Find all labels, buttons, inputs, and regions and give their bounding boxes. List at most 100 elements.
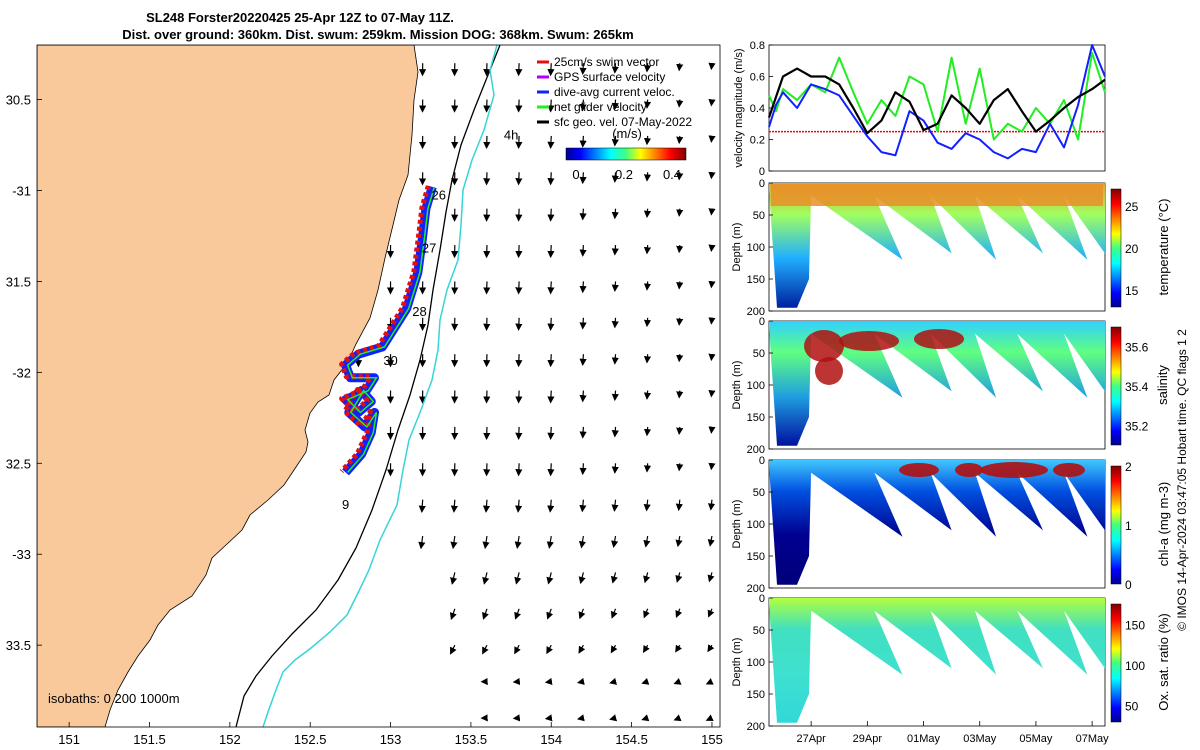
track-day-label: 28 [412, 304, 426, 319]
velocity-arrow [482, 499, 491, 513]
section-colorbar-label: Ox. sat. ratio (%) [1156, 613, 1171, 711]
velocity-ytick-label: 0.4 [750, 103, 765, 115]
depth-tick-label: 100 [747, 380, 765, 392]
isobath-200 [235, 45, 501, 727]
map-panel: 151 151.5 152 152.5 153 153.5 154 154.5 155 30.5 -… [6, 44, 723, 747]
velocity-arrow [676, 208, 684, 217]
velocity-arrow [579, 208, 587, 221]
section-field [769, 321, 1105, 446]
velocity-arrow [515, 63, 523, 77]
velocity-arrow [610, 572, 618, 584]
legend-label: GPS surface velocity [554, 70, 665, 84]
map-ytick-label: 31.5 [6, 274, 31, 289]
velocity-arrow [546, 572, 554, 585]
velocity-arrow [643, 135, 652, 146]
map-xtick-label: 151.5 [133, 732, 166, 747]
velocity-series-line [767, 67, 1106, 135]
velocity-arrow [609, 714, 618, 722]
velocity-arrow [611, 426, 619, 438]
legend-label: net glider velocity [554, 100, 647, 114]
velocity-arrow [611, 63, 619, 74]
colorbar-tick-label: 0 [1125, 578, 1132, 592]
velocity-arrow [579, 354, 587, 366]
velocity-arrow [579, 499, 587, 513]
legend-label: sfc geo. vel. 07-May-2022 [554, 115, 692, 129]
velocity-arrow [610, 644, 618, 654]
velocity-arrow [708, 62, 716, 71]
depth-tick-label: 200 [747, 583, 765, 595]
velocity-arrow [705, 714, 714, 722]
velocity-arrow [576, 677, 585, 685]
velocity-arrow [482, 608, 489, 620]
colorbar [565, 147, 687, 161]
velocity-arrow [611, 172, 619, 183]
velocity-arrow [515, 135, 523, 150]
velocity-arrow [515, 99, 523, 113]
velocity-arrow [675, 644, 683, 653]
velocity-arrow [544, 677, 553, 685]
section-field [769, 598, 1105, 723]
velocity-arrow [643, 172, 652, 182]
velocity-arrow [579, 245, 587, 257]
velocity-arrow [609, 677, 618, 685]
velocity-arrow [544, 714, 553, 722]
map-xtick-label: 155 [701, 732, 723, 747]
depth-tick-label: 150 [747, 412, 765, 424]
map-ytick-label: 32.5 [6, 456, 31, 471]
colorbar-tick-label: 35.4 [1125, 380, 1149, 394]
velocity-ylabel: velocity magnitude (m/s) [733, 48, 745, 167]
velocity-arrow [676, 172, 684, 181]
velocity-arrow [547, 354, 555, 368]
velocity-arrow [450, 499, 458, 513]
depth-tick-label: 0 [759, 593, 765, 605]
velocity-arrow [547, 390, 555, 404]
map-axis-ticks: 151 151.5 152 152.5 153 153.5 154 154.5 155 30.5 -… [6, 93, 723, 747]
colorbar-tick-label: 0.2 [615, 167, 633, 182]
velocity-arrow [547, 499, 555, 513]
velocity-arrow [579, 390, 587, 403]
land [37, 45, 419, 727]
map-xtick-label: 154 [540, 732, 562, 747]
velocity-arrow [546, 644, 553, 655]
track-day-label: 4h [504, 128, 518, 143]
velocity-arrow [611, 135, 619, 147]
map-xtick-label: 151 [58, 732, 80, 747]
date-tick-label: 29Apr [853, 733, 883, 745]
velocity-arrow [515, 281, 523, 295]
velocity-arrow [449, 608, 457, 621]
velocity-arrow [579, 281, 587, 294]
velocity-arrow [547, 245, 555, 259]
section-panel: 0 50 100 150 200 Depth (m) 35.6 35.4 35.2 salinit… [731, 316, 1170, 456]
section-colorbar [1110, 465, 1122, 585]
velocity-arrow [547, 281, 555, 295]
velocity-arrow [576, 714, 585, 722]
velocity-ytick-label: 0.6 [750, 72, 765, 84]
depth-tick-label: 50 [753, 625, 765, 637]
depth-tick-label: 200 [747, 444, 765, 456]
velocity-arrow [514, 572, 522, 585]
depth-tick-label: 0 [759, 178, 765, 190]
velocity-arrow [482, 535, 490, 550]
colorbar-tick-label: 35.6 [1125, 341, 1149, 355]
velocity-arrow [611, 499, 619, 512]
velocity-arrow [547, 426, 555, 440]
high-value-patch [914, 329, 964, 349]
colorbar-tick-label: 1 [1125, 519, 1132, 533]
velocity-arrow [547, 99, 555, 113]
velocity-arrow [482, 572, 490, 585]
velocity-series-line [768, 44, 1106, 160]
velocity-arrow [643, 99, 652, 109]
map-ytick-label: 33.5 [6, 638, 31, 653]
velocity-arrow [708, 244, 716, 252]
high-value-patch [1053, 463, 1085, 477]
velocity-arrow [676, 135, 684, 145]
isobath-1000 [262, 45, 498, 727]
depth-tick-label: 200 [747, 306, 765, 318]
date-tick-label: 05May [1019, 733, 1053, 745]
velocity-arrow [675, 572, 683, 583]
map-xtick-label: 152.5 [294, 732, 327, 747]
velocity-panel: 0 0.2 0.4 0.6 0.8 velocity magnitude (m/s) [733, 40, 1106, 178]
date-tick-label: 27Apr [796, 733, 826, 745]
velocity-arrow [676, 244, 684, 254]
section-colorbar [1110, 188, 1122, 308]
